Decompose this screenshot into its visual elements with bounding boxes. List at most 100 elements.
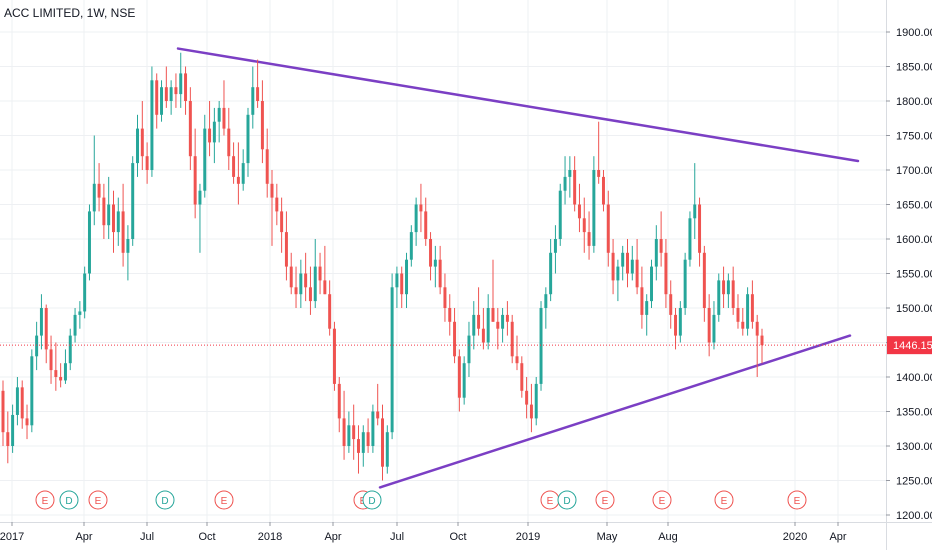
- candle: [251, 66, 255, 129]
- candle: [510, 314, 514, 364]
- earnings-event-marker[interactable]: E: [88, 490, 108, 510]
- candle-body: [693, 204, 697, 219]
- candle-body: [6, 432, 10, 446]
- trendline-upper[interactable]: [176, 47, 860, 163]
- candle-body: [755, 321, 759, 336]
- trendline-lower[interactable]: [378, 334, 852, 489]
- candle: [174, 73, 178, 108]
- candle: [481, 308, 485, 350]
- y-tick-label: 1700.00: [896, 165, 932, 177]
- candle-body: [78, 311, 82, 315]
- candle: [674, 308, 678, 350]
- candle-body: [381, 418, 384, 467]
- candle-body: [136, 128, 139, 164]
- candle-body: [35, 335, 39, 357]
- candle-body: [549, 252, 553, 295]
- dividend-event-marker[interactable]: D: [59, 490, 79, 510]
- candle: [601, 170, 605, 212]
- x-tick-label: Apr: [324, 531, 341, 543]
- y-tick-label: 1400.00: [896, 372, 932, 384]
- earnings-event-marker[interactable]: E: [652, 490, 672, 510]
- candle-body: [577, 204, 581, 219]
- candle: [496, 308, 500, 350]
- candle: [650, 259, 654, 308]
- candle: [352, 404, 356, 460]
- candle: [44, 304, 48, 364]
- candle-body: [193, 156, 197, 205]
- candle: [49, 335, 53, 384]
- candle-body: [741, 321, 745, 329]
- candle: [443, 273, 447, 322]
- candle: [462, 356, 466, 405]
- candle: [97, 163, 101, 212]
- candle: [712, 301, 716, 350]
- earnings-event-marker[interactable]: E: [214, 490, 234, 510]
- candle-body: [510, 321, 514, 357]
- earnings-event-marker[interactable]: E: [540, 490, 560, 510]
- candle: [760, 328, 764, 364]
- candle-body: [102, 197, 106, 226]
- y-tick-label: 1800.00: [896, 96, 932, 108]
- candle-body: [184, 73, 188, 101]
- candle: [227, 107, 231, 170]
- candle: [39, 294, 43, 350]
- candle-body: [395, 273, 399, 288]
- candle: [409, 225, 413, 267]
- candle-body: [414, 204, 418, 233]
- earnings-event-marker[interactable]: E: [35, 490, 55, 510]
- y-tick-label: 1500.00: [896, 303, 932, 315]
- dividend-event-marker[interactable]: D: [362, 490, 382, 510]
- candle-body: [419, 204, 423, 212]
- candle: [741, 308, 745, 336]
- candle-body: [736, 308, 740, 322]
- candle-body: [481, 328, 485, 343]
- candle: [203, 114, 207, 198]
- candle-body: [573, 170, 577, 205]
- candle-body: [390, 287, 394, 433]
- candle-body: [674, 314, 678, 336]
- earnings-event-marker[interactable]: E: [595, 490, 615, 510]
- candle-body: [606, 204, 610, 253]
- earnings-event-marker[interactable]: E: [714, 490, 734, 510]
- event-letter: D: [563, 496, 570, 507]
- candle-body: [746, 294, 750, 329]
- candle: [371, 404, 375, 453]
- candle: [30, 349, 34, 433]
- candle: [544, 287, 548, 329]
- y-tick-label: 1900.00: [896, 27, 932, 39]
- candle: [136, 114, 139, 177]
- candle-body: [174, 87, 178, 95]
- candle: [597, 121, 601, 184]
- candle-body: [477, 314, 481, 329]
- dividend-event-marker[interactable]: D: [155, 490, 175, 510]
- candle-body: [265, 149, 269, 184]
- x-tick-label: 2018: [258, 531, 282, 543]
- candle: [731, 266, 735, 315]
- candle: [232, 142, 236, 184]
- candle: [347, 411, 351, 453]
- candle-body: [501, 314, 505, 329]
- candle: [121, 183, 125, 267]
- candle-body: [116, 211, 120, 233]
- candle: [63, 349, 67, 384]
- x-tick-label: Jul: [140, 531, 154, 543]
- candle: [212, 107, 216, 164]
- candle-body: [280, 211, 284, 233]
- candle-body: [97, 183, 101, 198]
- earnings-event-marker[interactable]: E: [787, 490, 807, 510]
- candle: [188, 87, 192, 170]
- candle-body: [582, 218, 586, 233]
- candle-body: [529, 404, 533, 419]
- candle-body: [1, 390, 5, 433]
- candle-body: [640, 287, 644, 315]
- candle-body: [304, 273, 308, 288]
- candle-body: [337, 383, 341, 419]
- candle: [342, 390, 346, 460]
- candle: [1, 380, 5, 446]
- dividend-event-marker[interactable]: D: [557, 490, 577, 510]
- x-tick-label: May: [597, 531, 618, 543]
- candle-body: [525, 390, 529, 405]
- candle-body: [25, 418, 29, 426]
